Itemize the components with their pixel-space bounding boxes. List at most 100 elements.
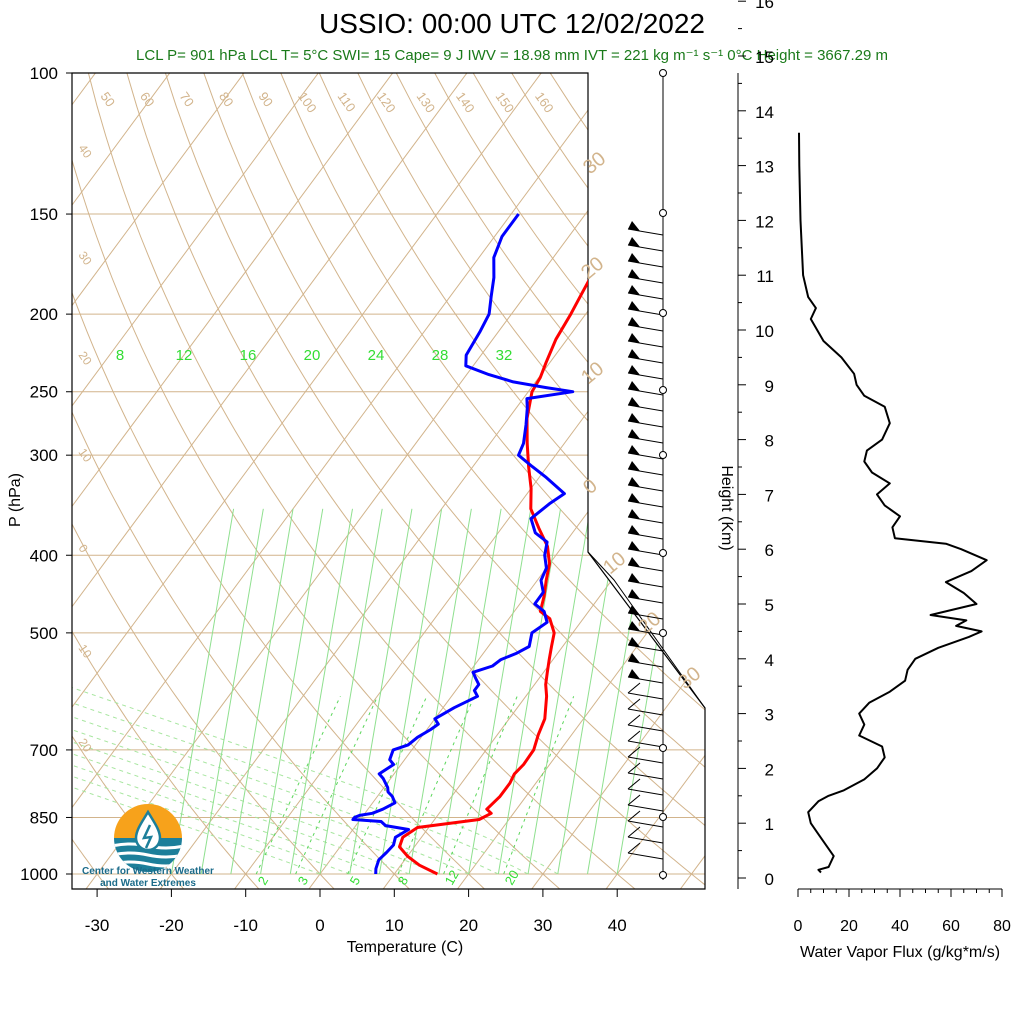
chart-subtitle: LCL P= 901 hPa LCL T= 5°C SWI= 15 Cape= … <box>136 47 888 64</box>
wind-barb-flag <box>628 653 640 663</box>
right-isotherm-label: 20 <box>577 253 608 284</box>
wetbulb-line <box>170 508 235 875</box>
wind-barb-flag <box>628 349 640 359</box>
dry-adiabat <box>395 73 705 889</box>
isotherm-line <box>455 73 705 889</box>
height-axis-label: Height (Km) <box>718 465 735 550</box>
temperature-tick-label: -30 <box>85 916 110 935</box>
wind-barb <box>627 356 664 364</box>
wind-barb <box>627 628 664 636</box>
wind-barb <box>627 260 664 268</box>
flux-axis-label: Water Vapor Flux (g/kg*m/s) <box>800 944 1000 961</box>
wetbulb-line <box>497 508 562 875</box>
wind-barb <box>627 580 664 588</box>
mixing-label: 24 <box>368 347 385 364</box>
height-tick-label: 13 <box>755 158 774 177</box>
skewt-frame-step <box>587 551 706 709</box>
height-tick-label: 14 <box>755 103 774 122</box>
wind-barb-feather <box>627 778 641 790</box>
flux-tick-label: 20 <box>840 918 858 935</box>
wind-barb-flag <box>628 557 640 567</box>
wind-barb-flag <box>628 429 640 439</box>
wetbulb-line <box>468 508 532 875</box>
wind-barb-flag <box>628 221 640 231</box>
wind-barb <box>627 788 664 796</box>
wind-barb <box>627 484 664 492</box>
isotherm-line <box>158 73 705 889</box>
dry-adiabat <box>203 73 705 889</box>
wetbulb-line <box>408 508 472 875</box>
wind-barb-feather <box>627 746 641 758</box>
wetbulb-line <box>349 508 413 875</box>
wind-barb-flag <box>628 317 640 327</box>
mixing-bottom-label: 5 <box>347 874 364 888</box>
temperature-tick-label: 20 <box>459 916 478 935</box>
wind-barb <box>627 772 664 780</box>
mixing-bottom-label: 12 <box>442 867 462 887</box>
left-isotherm-label: 10 <box>76 446 95 465</box>
height-tick-label: 5 <box>765 596 774 615</box>
pressure-tick-label: 700 <box>30 741 58 760</box>
dry-adiabat <box>72 73 412 889</box>
isotherm-line <box>72 73 332 889</box>
mixing-bottom-label: 3 <box>295 874 312 888</box>
wetbulb-line <box>260 508 324 875</box>
isotherm-line <box>72 73 184 889</box>
height-tick-label: 2 <box>765 760 774 779</box>
dry-adiabat <box>588 73 705 889</box>
pressure-tick-label: 850 <box>30 808 58 827</box>
chart-title: USSIO: 00:00 UTC 12/02/2022 <box>319 8 705 39</box>
wind-barb <box>627 244 664 252</box>
wind-level-marker <box>659 309 667 317</box>
wetbulb-line <box>230 508 294 875</box>
y-axis-label: P (hPa) <box>7 473 24 527</box>
wind-barb-flag <box>628 509 640 519</box>
wind-barb-flag <box>628 461 640 471</box>
height-tick-label: 10 <box>755 322 774 341</box>
wind-barb <box>627 308 664 316</box>
wind-barb-flag <box>628 637 640 647</box>
temperature-tick-label: 0 <box>315 916 324 935</box>
dry-adiabat <box>72 73 261 889</box>
isotherm-line <box>753 55 1024 891</box>
wetbulb-line <box>319 508 383 875</box>
temperature-tick-label: 40 <box>608 916 627 935</box>
wind-barb-flag <box>628 493 640 503</box>
wind-barb <box>627 644 664 652</box>
dry-adiabat <box>72 73 563 889</box>
wind-barb-flag <box>628 669 640 679</box>
wind-barb-flag <box>628 477 640 487</box>
wind-barb <box>627 388 664 396</box>
height-tick-label: 7 <box>765 486 774 505</box>
wind-barb <box>627 372 664 380</box>
left-isotherm-label: 30 <box>76 249 95 268</box>
wind-barb-flag <box>628 381 640 391</box>
flux-trace <box>798 132 988 874</box>
flux-tick-label: 40 <box>891 918 909 935</box>
wind-barb-flag <box>628 253 640 263</box>
wind-barb-flag <box>628 365 640 375</box>
wind-barb <box>627 276 664 284</box>
isotherm-line <box>529 73 705 889</box>
wind-barb-flag <box>628 397 640 407</box>
left-isotherm-label: 20 <box>76 736 95 755</box>
wind-level-marker <box>659 744 667 752</box>
mixing-label: 28 <box>432 347 449 364</box>
dry-adiabat-label: 100 <box>295 89 320 115</box>
skewt-grid <box>72 55 1024 891</box>
height-tick-label: 8 <box>765 432 774 451</box>
wind-barb-feather <box>627 714 641 726</box>
logo-caption: Center for Western Weather and Water Ext… <box>72 866 224 890</box>
dry-adiabat-label: 130 <box>414 89 439 115</box>
wind-barb-flag <box>628 445 640 455</box>
dry-adiabat <box>72 73 186 889</box>
dry-adiabat-label: 60 <box>137 89 158 109</box>
dewpoint-trace <box>351 213 575 875</box>
wind-level-marker <box>659 209 667 217</box>
wind-barb-flag <box>628 573 640 583</box>
mixing-ratio-line <box>255 696 341 875</box>
right-isotherm-label: 30 <box>579 148 610 179</box>
temperature-tick-label: -20 <box>159 916 184 935</box>
dry-adiabat <box>357 73 705 889</box>
wind-level-marker <box>659 813 667 821</box>
